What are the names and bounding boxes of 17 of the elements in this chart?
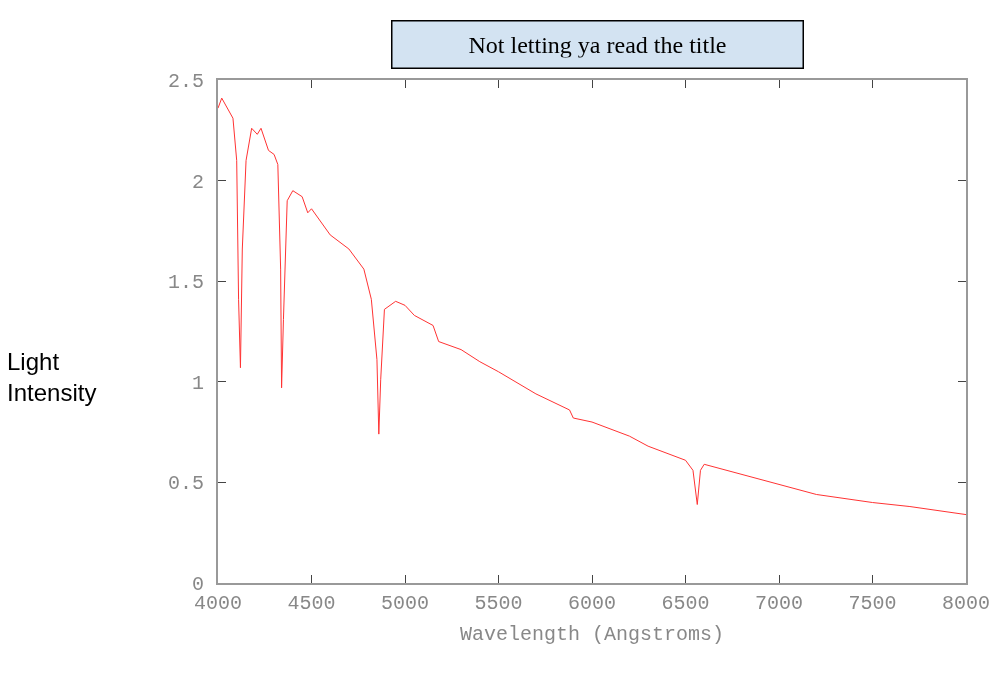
y-tick-label: 1.5 <box>167 271 204 295</box>
y-tick-label: 2.5 <box>167 70 204 93</box>
y-tick-label: 0.5 <box>167 472 204 496</box>
x-tick-label: 8000 <box>941 592 991 615</box>
y-tick-label: 1 <box>191 371 204 395</box>
x-tick-label: 6500 <box>661 592 710 615</box>
x-tick-label: 4500 <box>287 592 336 615</box>
y-tick-label: 2 <box>191 170 204 194</box>
y-axis-title: Light Intensity <box>7 348 97 407</box>
x-tick-label: 7000 <box>754 592 804 615</box>
x-tick-label: 5500 <box>474 592 523 615</box>
line-series <box>218 97 966 516</box>
x-axis-title: Wavelength (Angstroms) <box>459 623 725 646</box>
chart-title: Not letting ya read the title <box>468 31 727 58</box>
x-tick-label: 5000 <box>380 592 430 615</box>
x-tick-label: 7500 <box>848 592 897 615</box>
x-tick-label: 6000 <box>567 592 617 615</box>
